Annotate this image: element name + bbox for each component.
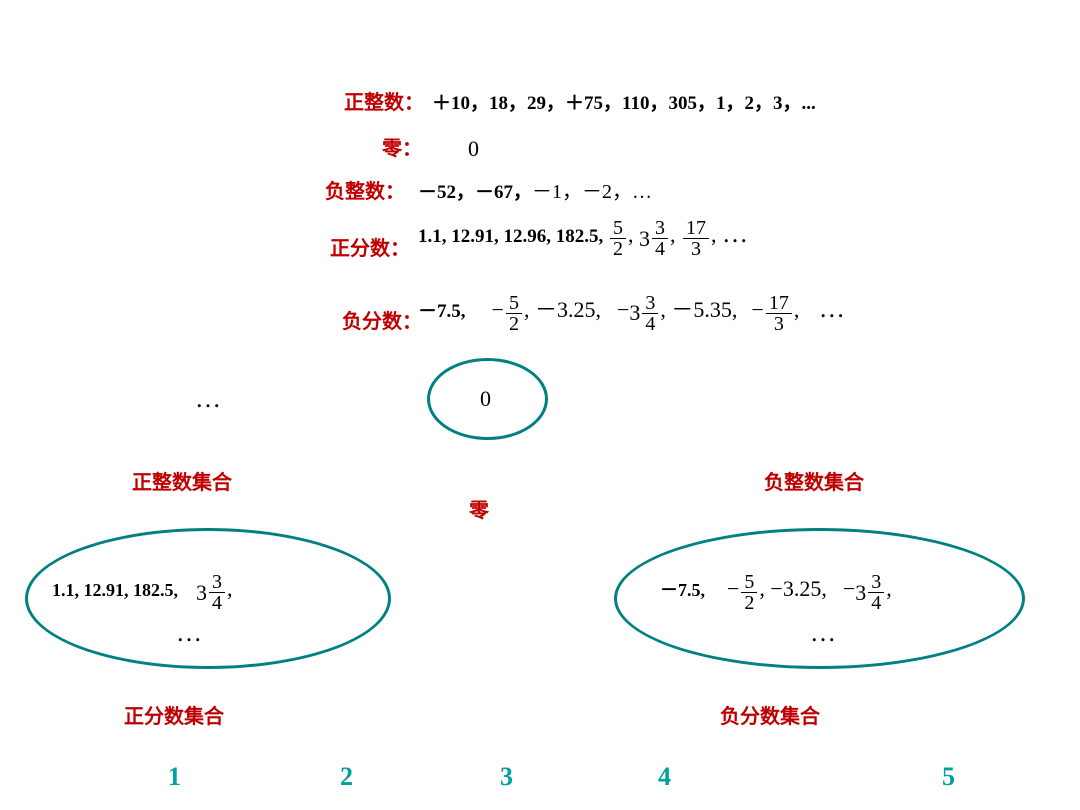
zero-label: 零： — [382, 138, 422, 160]
pos-frac-label: 正分数： — [330, 238, 410, 260]
neg-frac-label: 负分数： — [342, 311, 422, 333]
pos-int-label: 正整数： — [344, 92, 424, 114]
zero-set-value: 0 — [480, 386, 491, 412]
pos-int-set-label: 正整数集合 — [132, 466, 232, 495]
neg-frac-values: －7.5, −52, －3.25, −334, －5.35, −173, … — [418, 292, 845, 334]
nav-2[interactable]: 2 — [340, 762, 353, 792]
neg-frac-set-label: 负分数集合 — [720, 700, 820, 729]
nav-4[interactable]: 4 — [658, 762, 671, 792]
zero-value: 0 — [468, 136, 479, 161]
pos-int-values: ＋10，18，29，＋75，110，305，1，2，3，... — [432, 93, 816, 114]
neg-int-values-1: －52，－67， — [418, 182, 532, 203]
pos-frac-set-dots: … — [176, 618, 202, 647]
nav-3[interactable]: 3 — [500, 762, 513, 792]
pos-frac-set-label: 正分数集合 — [124, 700, 224, 729]
nav-5[interactable]: 5 — [942, 762, 955, 792]
neg-int-set-label: 负整数集合 — [764, 466, 864, 495]
neg-frac-set-dots: … — [810, 618, 836, 647]
pos-frac-values: 1.1, 12.91, 12.96, 182.5, 52, 334, 173, … — [418, 218, 748, 259]
pos-int-set-dots: … — [195, 384, 221, 413]
neg-int-label: 负整数： — [325, 181, 405, 203]
nav-1[interactable]: 1 — [168, 762, 181, 792]
neg-int-values-2: －1，－2，… — [532, 181, 652, 203]
zero-set-label: 零 — [469, 494, 489, 523]
neg-frac-set-values: －7.5, −52, −3.25, −334, — [660, 572, 892, 613]
pos-frac-set-values: 1.1, 12.91, 182.5, 334, — [52, 572, 233, 613]
